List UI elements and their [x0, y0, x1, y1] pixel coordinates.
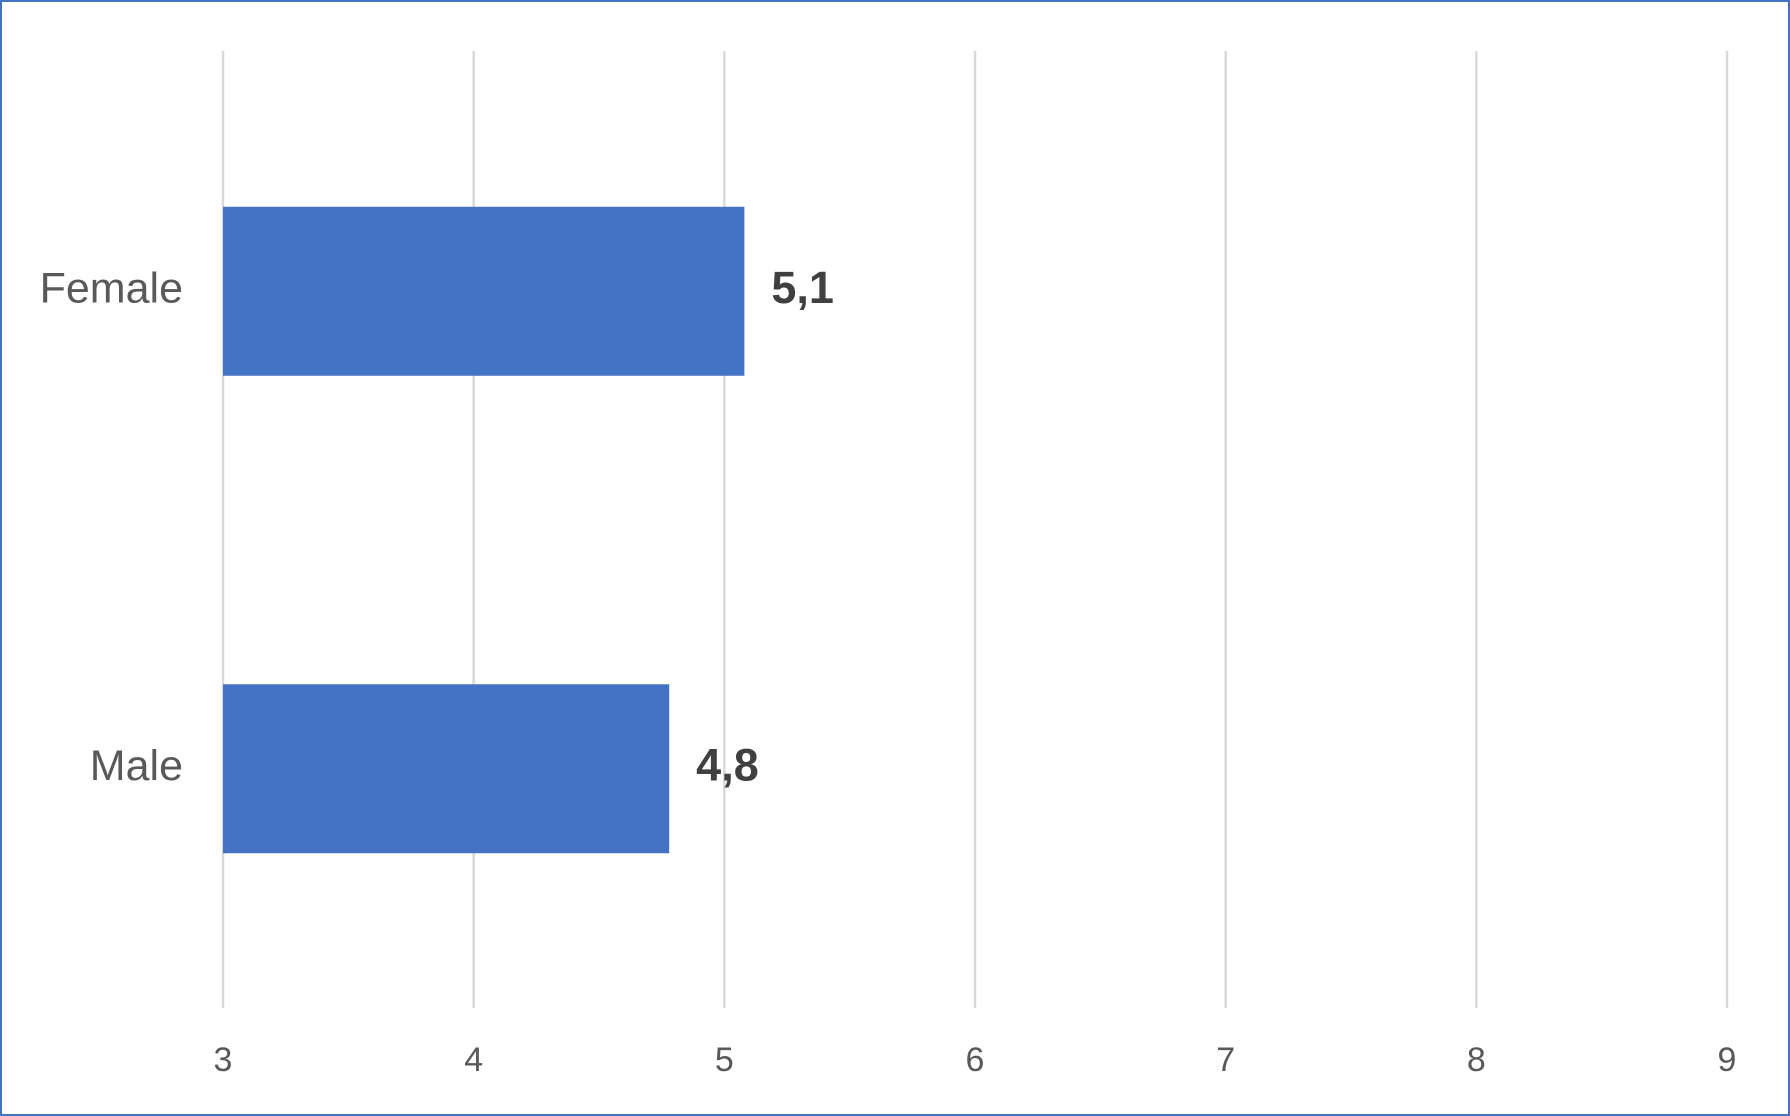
x-tick-label: 5 [715, 1041, 734, 1079]
bar [223, 684, 670, 854]
y-tick-label: Female [40, 265, 183, 313]
value-label: 5,1 [771, 262, 834, 313]
x-tick-label: 9 [1718, 1041, 1737, 1079]
x-tick-label: 8 [1467, 1041, 1486, 1079]
x-tick-label: 7 [1216, 1041, 1235, 1079]
x-tick-label: 3 [214, 1041, 233, 1079]
y-tick-label: Male [90, 742, 183, 790]
value-label: 4,8 [696, 740, 759, 791]
bar [223, 206, 745, 376]
x-tick-label: 4 [464, 1041, 483, 1079]
x-tick-label: 6 [966, 1041, 985, 1079]
